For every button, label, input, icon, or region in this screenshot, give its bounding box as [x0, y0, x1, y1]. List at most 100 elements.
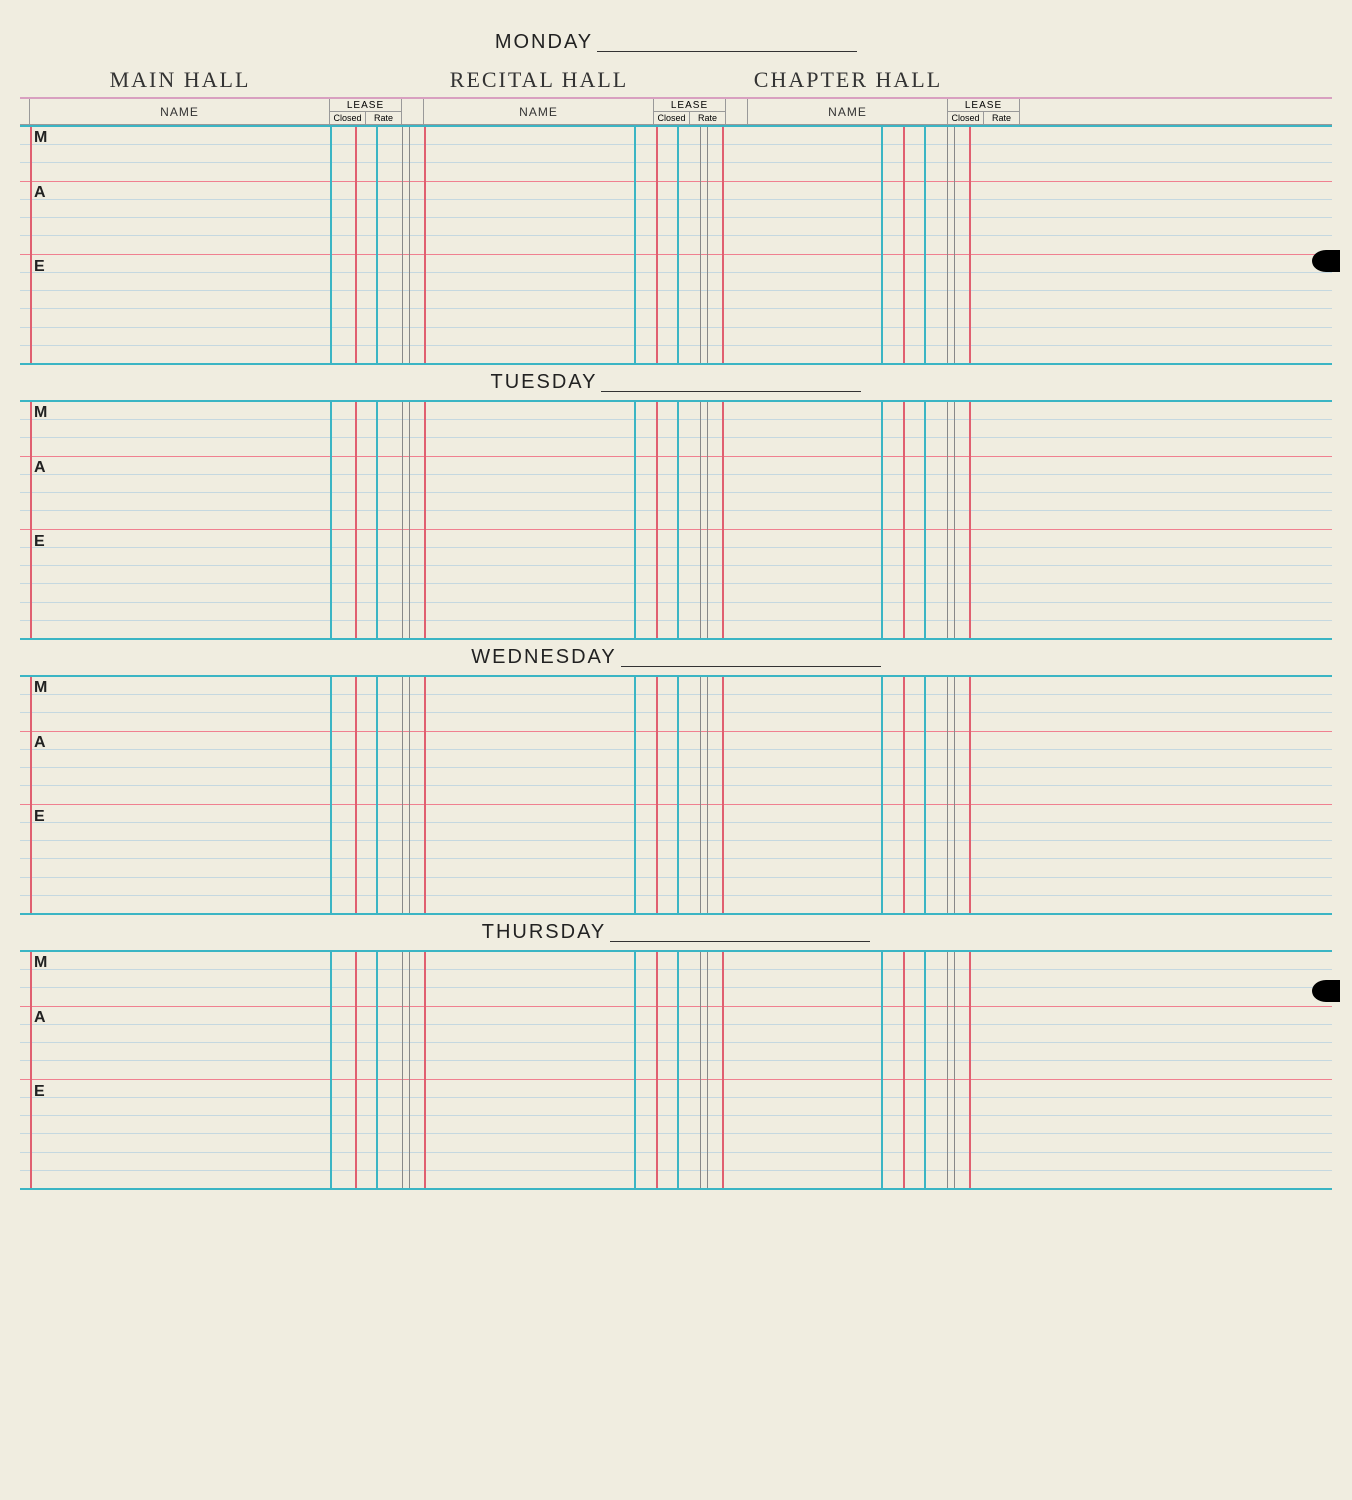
- ledger-row: [20, 493, 1332, 511]
- col-name-2: NAME: [424, 99, 654, 124]
- ledger-row: [20, 273, 1332, 291]
- ledger-row: [20, 328, 1332, 346]
- spacer: [654, 67, 748, 95]
- hall-title-recital: RECITAL HALL: [424, 67, 654, 95]
- ledger-row: [20, 1153, 1332, 1171]
- time-slot-label: M: [34, 404, 47, 422]
- hall-title-chapter: CHAPTER HALL: [748, 67, 948, 95]
- time-slot-label: M: [34, 954, 47, 972]
- ledger-row: [20, 182, 1332, 200]
- ledger-row: [20, 750, 1332, 768]
- time-slot-label: A: [34, 184, 46, 202]
- ledger-row: [20, 1061, 1332, 1079]
- rows: [20, 127, 1332, 363]
- sub-header-row: NAME LEASE Closed Rate NAME LEASE Closed…: [20, 97, 1332, 125]
- col-lease-3: LEASE Closed Rate: [948, 99, 1020, 124]
- ledger-row: [20, 530, 1332, 548]
- day-underline: [601, 374, 861, 392]
- ledger-page: CHA-BL-V.01-110 MAIN HALL RECITAL HALL C…: [0, 0, 1352, 1500]
- spacer: [330, 67, 424, 95]
- ledger-row: [20, 457, 1332, 475]
- lease-label-1: LEASE: [330, 99, 401, 112]
- day-grid: MAE: [20, 400, 1332, 640]
- day-label: MONDAY: [495, 31, 593, 54]
- spacer: [20, 67, 30, 95]
- col-name-1: NAME: [30, 99, 330, 124]
- ledger-row: [20, 805, 1332, 823]
- ledger-row: [20, 878, 1332, 896]
- ledger-row: [20, 732, 1332, 750]
- day-underline: [597, 34, 857, 52]
- day-grid: M A E: [20, 675, 1332, 915]
- rate-label-3: Rate: [984, 112, 1019, 124]
- hall-title-main: MAIN HALL: [30, 67, 330, 95]
- time-slot-label: E: [34, 1083, 45, 1101]
- time-slot-label: E: [34, 258, 45, 276]
- closed-label-2: Closed: [654, 112, 690, 124]
- lease-label-2: LEASE: [654, 99, 725, 112]
- ledger-row: [20, 475, 1332, 493]
- ledger-row: [20, 970, 1332, 988]
- halls-header-row: MAIN HALL RECITAL HALL CHAPTER HALL: [20, 67, 1332, 95]
- col-name-3: NAME: [748, 99, 948, 124]
- spacer: [1020, 99, 1332, 124]
- ledger-row: [20, 163, 1332, 181]
- rows: [20, 952, 1332, 1188]
- ledger-row: [20, 695, 1332, 713]
- ledger-row: [20, 1098, 1332, 1116]
- closed-label-3: Closed: [948, 112, 984, 124]
- col-lease-1: LEASE Closed Rate: [330, 99, 402, 124]
- ledger-row: [20, 548, 1332, 566]
- ledger-row: [20, 677, 1332, 695]
- ledger-row: [20, 1116, 1332, 1134]
- ledger-row: [20, 218, 1332, 236]
- ledger-row: [20, 896, 1332, 913]
- spacer: [402, 99, 424, 124]
- time-slot-label: E: [34, 808, 45, 826]
- time-slot-label: A: [34, 734, 46, 752]
- rows: [20, 402, 1332, 638]
- day-grid: MAE: [20, 125, 1332, 365]
- ledger-row: [20, 1043, 1332, 1061]
- ledger-row: [20, 841, 1332, 859]
- ledger-row: [20, 346, 1332, 363]
- ledger-row: [20, 291, 1332, 309]
- ledger-row: [20, 768, 1332, 786]
- ledger-row: [20, 952, 1332, 970]
- ledger-row: [20, 145, 1332, 163]
- ledger-row: [20, 402, 1332, 420]
- day-label: WEDNESDAY: [471, 646, 616, 669]
- ledger-row: [20, 988, 1332, 1006]
- lease-label-3: LEASE: [948, 99, 1019, 112]
- day-underline: [610, 924, 870, 942]
- rate-label-2: Rate: [690, 112, 725, 124]
- ledger-row: [20, 309, 1332, 327]
- ledger-row: [20, 603, 1332, 621]
- day-banner: THURSDAY: [20, 915, 1332, 950]
- day-label: THURSDAY: [482, 921, 607, 944]
- ledger-row: [20, 420, 1332, 438]
- closed-label-1: Closed: [330, 112, 366, 124]
- ledger-row: [20, 1007, 1332, 1025]
- ledger-row: [20, 823, 1332, 841]
- day-banner: TUESDAY: [20, 365, 1332, 400]
- time-slot-label: A: [34, 459, 46, 477]
- rows: [20, 677, 1332, 913]
- ledger-row: [20, 127, 1332, 145]
- time-slot-label: M: [34, 679, 47, 697]
- ledger-row: [20, 566, 1332, 584]
- ledger-row: [20, 200, 1332, 218]
- rate-label-1: Rate: [366, 112, 401, 124]
- ledger-row: [20, 621, 1332, 638]
- ledger-row: [20, 713, 1332, 731]
- ledger-row: [20, 1171, 1332, 1188]
- ledger-row: [20, 511, 1332, 529]
- ledger-row: [20, 1134, 1332, 1152]
- day-label: TUESDAY: [491, 371, 598, 394]
- spacer: [20, 99, 30, 124]
- spacer: [726, 99, 748, 124]
- punch-hole: [1312, 250, 1340, 272]
- ledger-row: [20, 438, 1332, 456]
- day-underline: [621, 649, 881, 667]
- col-lease-2: LEASE Closed Rate: [654, 99, 726, 124]
